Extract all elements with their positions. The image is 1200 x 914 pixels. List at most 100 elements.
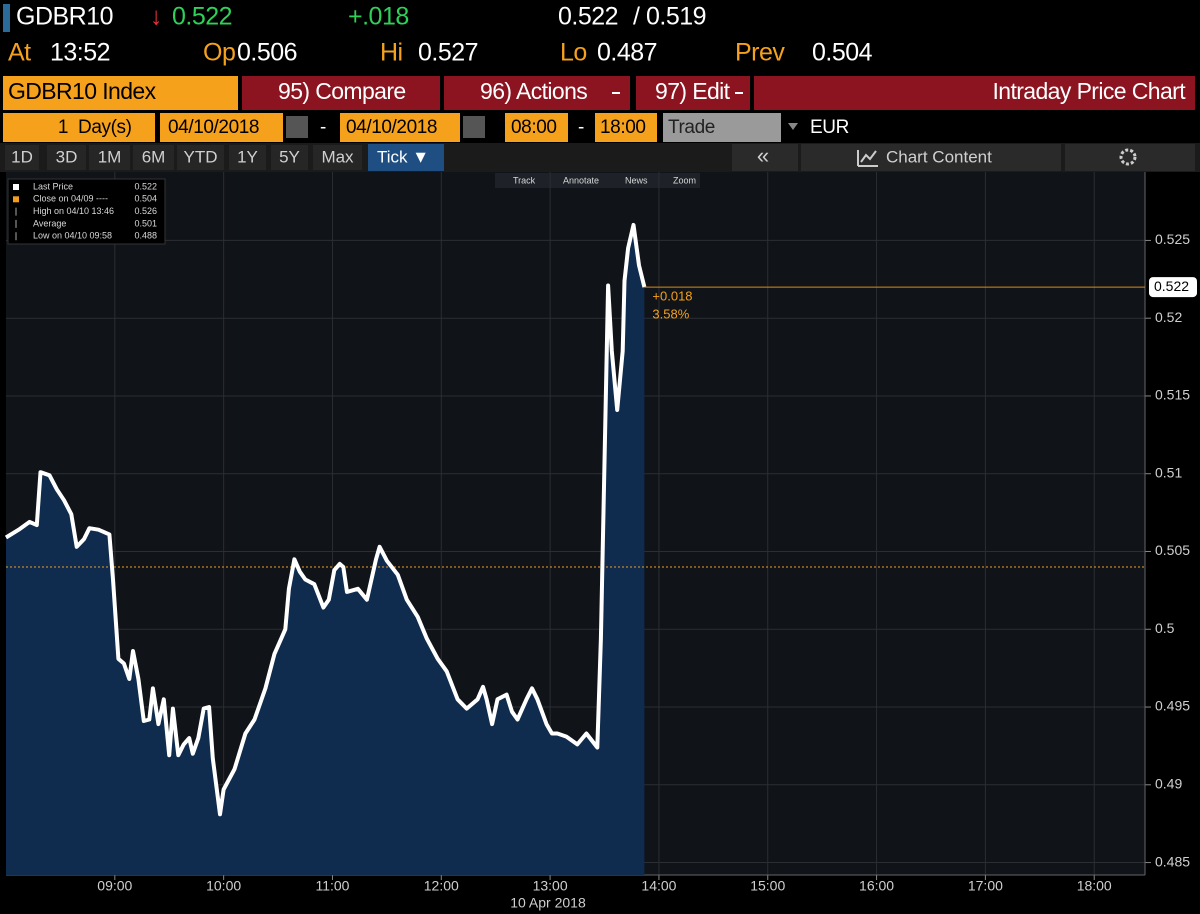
symbol: GDBR10 (16, 3, 113, 31)
x-tick-label: 09:00 (97, 878, 132, 894)
legend-swatch (13, 196, 19, 203)
range-buttons: 1D 3D 1M 6M YTD 1Y 5Y Max (5, 145, 362, 170)
range-label: 1Y (237, 147, 258, 166)
y-tick-label: 0.505 (1155, 542, 1190, 558)
chart-icon (857, 150, 878, 167)
period-count: 1 (58, 117, 68, 138)
range-button[interactable] (5, 145, 39, 170)
legend-label: High on 04/10 13:46 (33, 206, 114, 216)
end-date-field[interactable] (340, 113, 460, 142)
calendar-icon[interactable] (286, 116, 308, 138)
last-price-box (1149, 277, 1197, 298)
actions-button[interactable] (444, 76, 630, 110)
change-annotation: 3.58% (652, 307, 689, 322)
x-tick-label: 18:00 (1077, 878, 1112, 894)
legend-label: Close on 04/09 ---- (33, 194, 108, 204)
dropdown-icon (788, 123, 798, 130)
start-time-field[interactable] (505, 113, 568, 142)
function-title: Intraday Price Chart (992, 78, 1186, 104)
field-label: Lo (560, 39, 587, 67)
event: Trade (668, 117, 715, 138)
x-tick-label: 16:00 (859, 878, 894, 894)
range-button[interactable] (47, 145, 86, 170)
last-price-label: 0.522 (1154, 278, 1189, 294)
start-date: 04/10/2018 (168, 117, 259, 138)
range-button[interactable] (313, 145, 362, 170)
range-label: 1D (11, 147, 33, 166)
y-tick-label: 0.49 (1155, 775, 1182, 791)
price-line (4, 222, 647, 817)
edit: 97) Edit (655, 78, 731, 104)
y-tick-label: 0.52 (1155, 309, 1182, 325)
title-bar (754, 76, 1195, 110)
gear-icon (1119, 148, 1137, 166)
x-axis-label: 10 Apr 2018 (510, 895, 586, 911)
currency: EUR (810, 117, 849, 138)
legend-label: Last Price (33, 181, 73, 191)
time-separator: - (578, 117, 584, 138)
dropdown-icon (735, 92, 743, 94)
x-tick-label: 10:00 (206, 878, 241, 894)
edit-button[interactable] (636, 76, 750, 110)
chart-tool[interactable]: News (625, 175, 648, 185)
legend: Last Price 0.522 Close on 04/09 ---- 0.504 H… (13, 181, 157, 241)
y-tick-label: 0.5 (1155, 620, 1175, 636)
security: GDBR10 Index (8, 78, 157, 104)
legend-box (7, 178, 166, 245)
range-label: 6M (142, 147, 166, 166)
range-button[interactable] (133, 145, 174, 170)
compare: 95) Compare (278, 78, 406, 104)
security-field[interactable] (3, 76, 238, 110)
direction: ↓ (150, 3, 162, 31)
chart-content: Chart Content (886, 147, 992, 166)
range-label: 3D (56, 147, 78, 166)
field-value: 0.487 (597, 39, 657, 67)
legend-value: 0.526 (134, 206, 157, 216)
date-separator: - (320, 117, 326, 138)
legend-label: Average (33, 218, 66, 228)
range-button[interactable] (177, 145, 224, 170)
range-button[interactable] (89, 145, 130, 170)
chart-tools: Track Annotate News Zoom (513, 175, 696, 185)
legend-label: Low on 04/10 09:58 (33, 231, 112, 241)
field-value: 0.506 (237, 39, 297, 67)
range-button[interactable] (271, 145, 308, 170)
x-tick-label: 11:00 (315, 878, 349, 894)
last: 0.522 (172, 3, 232, 31)
start-date-field[interactable] (160, 113, 283, 142)
compare-button[interactable] (242, 76, 440, 110)
field-label: Prev (735, 39, 785, 67)
end-time: 18:00 (600, 117, 646, 138)
chart-tool[interactable]: Annotate (563, 175, 599, 185)
start-time: 08:00 (511, 117, 557, 138)
chart-tool[interactable]: Zoom (673, 175, 696, 185)
field-value: 13:52 (50, 39, 110, 67)
quote-fields: At 13:52 Op 0.506 Hi 0.527 Lo 0.487 Prev 0.504 (8, 39, 873, 67)
event-field[interactable] (663, 113, 781, 142)
range-label: Max (321, 147, 354, 166)
y-tick-label: 0.525 (1155, 231, 1190, 247)
legend-value: 0.522 (134, 181, 157, 191)
collapse-button[interactable] (732, 144, 798, 171)
chart-tool[interactable]: Track (513, 175, 536, 185)
legend-value: 0.488 (134, 231, 157, 241)
collapse: « (757, 143, 769, 168)
field-label: Hi (380, 39, 403, 67)
field-value: 0.527 (418, 39, 478, 67)
area (6, 224, 645, 875)
period-field[interactable] (3, 113, 155, 142)
range-button[interactable] (229, 145, 266, 170)
y-tick-label: 0.515 (1155, 387, 1190, 403)
tick-button[interactable] (368, 144, 444, 171)
change-annotation: +0.018 (652, 289, 692, 304)
chart-content-button[interactable] (801, 144, 1061, 171)
end-time-field[interactable] (595, 113, 657, 142)
dropdown-icon (612, 92, 620, 94)
period-unit: Day(s) (78, 117, 132, 138)
calendar-icon[interactable] (463, 116, 485, 138)
x-tick-label: 17:00 (968, 878, 1003, 894)
settings-button[interactable] (1065, 144, 1195, 171)
legend-value: 0.501 (134, 218, 157, 228)
chart: 0.485 0.49 0.495 0.5 0.505 0.51 0.515 0.52 0.525… (4, 172, 1197, 911)
